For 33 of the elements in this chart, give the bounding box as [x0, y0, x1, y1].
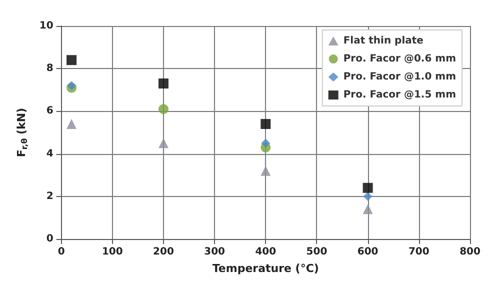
- y-tick-label: 0: [46, 234, 54, 244]
- x-tick-label: 800: [460, 246, 480, 258]
- legend-label: Flat thin plate: [343, 36, 424, 46]
- y-tick-label: 6: [46, 106, 54, 117]
- x-tick-label: 500: [306, 246, 328, 258]
- point: [158, 138, 168, 148]
- point: [260, 166, 271, 176]
- x-tick-label: 100: [102, 246, 123, 258]
- y-tick-label: 4: [46, 148, 54, 160]
- y-tick-label: 10: [39, 20, 54, 32]
- point: [158, 78, 168, 89]
- point: [67, 81, 76, 90]
- x-axis-title: Temperature (°C): [212, 262, 319, 275]
- legend-label: Pro. Facor @1.0 mm: [343, 72, 456, 82]
- x-tick-label: 200: [153, 246, 174, 258]
- point: [66, 55, 77, 66]
- x-tick-label: 700: [408, 246, 430, 258]
- y-tick-label: 8: [46, 63, 54, 74]
- point: [363, 192, 372, 201]
- y-axis-title: Fr,θ (kN): [15, 108, 29, 158]
- y-tick-label: 2: [46, 190, 54, 202]
- point: [261, 138, 270, 148]
- x-tick-label: 400: [255, 246, 276, 258]
- point: [260, 118, 271, 129]
- legend-label: Pro. Facor @1.5 mm: [343, 90, 456, 100]
- legend-label: Pro. Facor @0.6 mm: [343, 54, 456, 64]
- x-tick-label: 0: [58, 246, 65, 258]
- x-tick-label: 300: [204, 246, 226, 258]
- point: [362, 182, 373, 193]
- point: [158, 104, 168, 114]
- x-tick-label: 600: [357, 246, 378, 258]
- point: [66, 118, 77, 129]
- point: [362, 204, 373, 214]
